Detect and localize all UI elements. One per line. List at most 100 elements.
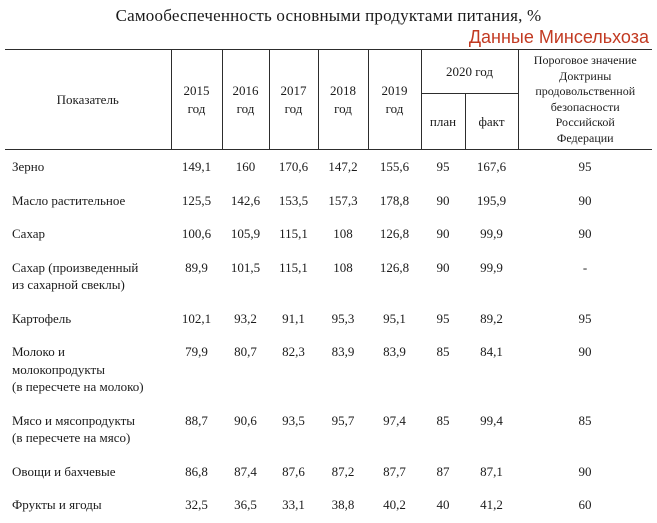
table-cell: 90 bbox=[578, 463, 592, 479]
table-cell: 100,6 bbox=[181, 226, 212, 241]
row-label: Мясо и мясопродукты (в пересчете на мясо… bbox=[12, 412, 135, 446]
table-cell: 99,4 bbox=[480, 412, 503, 428]
table-cell: 195,9 bbox=[476, 192, 507, 208]
table-cell: 93,2 bbox=[234, 310, 257, 326]
row-label: Картофель bbox=[12, 310, 72, 326]
table-row-meat: Мясо и мясопродукты (в пересчете на мясо… bbox=[5, 404, 652, 455]
header-year-2016: 2016 год bbox=[221, 49, 270, 150]
table-cell: 108 bbox=[333, 226, 353, 241]
table-cell: 90 bbox=[436, 192, 450, 208]
table-cell: 41,2 bbox=[480, 497, 503, 512]
header-year-2019: 2019 год bbox=[367, 49, 422, 150]
table-cell: 95,1 bbox=[383, 310, 406, 326]
table-cell: 87,1 bbox=[480, 463, 503, 479]
table-row-beet-sugar: Сахар (произведенный из сахарной свеклы)… bbox=[5, 251, 652, 302]
table-row-vegetables: Овощи и бахчевые 86,8 87,4 87,6 87,2 87,… bbox=[5, 455, 652, 489]
source-note: Данные Минсельхоза bbox=[468, 27, 649, 47]
table-cell: 170,6 bbox=[278, 159, 309, 174]
table-cell: 97,4 bbox=[383, 412, 406, 428]
table-cell: 93,5 bbox=[282, 412, 305, 428]
table-cell: 95,3 bbox=[331, 310, 355, 326]
row-label: Овощи и бахчевые bbox=[12, 463, 116, 479]
header-year-2018: 2018 год bbox=[317, 49, 369, 150]
header-2020-plan: план bbox=[420, 93, 466, 150]
row-label: Сахар bbox=[12, 226, 46, 241]
table-cell: 126,8 bbox=[379, 259, 410, 275]
table-cell: 105,9 bbox=[230, 226, 261, 241]
table-cell: 95 bbox=[578, 159, 592, 174]
table-cell: 85 bbox=[436, 344, 450, 359]
row-label: Масло растительное bbox=[12, 192, 126, 208]
table-cell: 83,9 bbox=[331, 344, 355, 359]
table-cell: 90 bbox=[578, 344, 592, 359]
self-sufficiency-table: Показатель 2015 год 2016 год 2017 год 20… bbox=[5, 49, 652, 522]
table-cell: 90,6 bbox=[234, 412, 257, 428]
table-cell: 125,5 bbox=[181, 192, 212, 208]
row-label: Фрукты и ягоды bbox=[12, 497, 102, 512]
row-label: Молоко и молокопродукты (в пересчете на … bbox=[12, 344, 144, 394]
table-cell: 95 bbox=[436, 159, 450, 174]
table-cell: 88,7 bbox=[185, 412, 208, 428]
table-cell: 95,7 bbox=[331, 412, 355, 428]
table-cell: - bbox=[582, 259, 588, 275]
table-cell: 153,5 bbox=[278, 192, 309, 208]
table-cell: 60 bbox=[578, 497, 592, 512]
table-body: Зерно 149,1 160 170,6 147,2 155,6 95 167… bbox=[5, 150, 652, 522]
table-row-grain: Зерно 149,1 160 170,6 147,2 155,6 95 167… bbox=[5, 150, 652, 184]
table-cell: 79,9 bbox=[185, 344, 208, 359]
table-cell: 115,1 bbox=[279, 226, 308, 241]
table-cell: 36,5 bbox=[234, 497, 257, 512]
table-cell: 99,9 bbox=[480, 226, 503, 241]
table-row-milk: Молоко и молокопродукты (в пересчете на … bbox=[5, 335, 652, 404]
table-cell: 90 bbox=[436, 226, 450, 241]
table-cell: 33,1 bbox=[282, 497, 305, 512]
table-cell: 91,1 bbox=[282, 310, 305, 326]
table-cell: 40,2 bbox=[383, 497, 406, 512]
header-indicator: Показатель bbox=[5, 49, 172, 150]
table-cell: 102,1 bbox=[181, 310, 212, 326]
table-cell: 86,8 bbox=[185, 463, 208, 479]
table-cell: 87 bbox=[436, 463, 450, 479]
self-sufficiency-figure: Самообеспеченность основными продуктами … bbox=[0, 5, 657, 523]
table-cell: 87,6 bbox=[282, 463, 305, 479]
table-cell: 85 bbox=[436, 412, 450, 428]
table-cell: 115,1 bbox=[279, 259, 308, 275]
figure-title: Самообеспеченность основными продуктами … bbox=[115, 6, 542, 25]
table-row-fruits: Фрукты и ягоды 32,5 36,5 33,1 38,8 40,2 … bbox=[5, 488, 652, 522]
table-cell: 149,1 bbox=[181, 159, 212, 174]
table-cell: 108 bbox=[333, 259, 353, 275]
table-cell: 80,7 bbox=[234, 344, 257, 359]
table-cell: 90 bbox=[578, 226, 592, 241]
table-cell: 178,8 bbox=[379, 192, 410, 208]
table-cell: 38,8 bbox=[331, 497, 355, 512]
table-cell: 90 bbox=[436, 259, 450, 275]
table-cell: 157,3 bbox=[328, 192, 358, 208]
table-cell: 87,4 bbox=[234, 463, 257, 479]
row-label: Сахар (произведенный из сахарной свеклы) bbox=[12, 259, 139, 293]
table-cell: 40 bbox=[436, 497, 450, 512]
header-year-2015: 2015 год bbox=[170, 49, 223, 150]
table-cell: 95 bbox=[436, 310, 450, 326]
table-row-potatoes: Картофель 102,1 93,2 91,1 95,3 95,1 95 8… bbox=[5, 302, 652, 336]
table-cell: 90 bbox=[578, 192, 592, 208]
table-cell: 155,6 bbox=[379, 159, 410, 174]
table-cell: 126,8 bbox=[379, 226, 410, 241]
table-cell: 89,2 bbox=[480, 310, 503, 326]
table-cell: 87,2 bbox=[331, 463, 355, 479]
header-year-2017: 2017 год bbox=[268, 49, 319, 150]
table-cell: 160 bbox=[235, 159, 256, 174]
table-cell: 167,6 bbox=[476, 159, 507, 174]
table-row-vegetable-oil: Масло растительное 125,5 142,6 153,5 157… bbox=[5, 184, 652, 218]
table-cell: 89,9 bbox=[185, 259, 208, 275]
header-threshold: Пороговое значение Доктрины продовольств… bbox=[517, 49, 652, 150]
table-cell: 99,9 bbox=[480, 259, 503, 275]
table-cell: 87,7 bbox=[383, 463, 406, 479]
table-cell: 95 bbox=[578, 310, 592, 326]
table-cell: 84,1 bbox=[480, 344, 503, 359]
table-cell: 85 bbox=[578, 412, 592, 428]
header-2020-fact: факт bbox=[464, 93, 519, 150]
row-label: Зерно bbox=[12, 159, 45, 174]
table-row-sugar: Сахар 100,6 105,9 115,1 108 126,8 90 99,… bbox=[5, 217, 652, 251]
header-year-2020-group: 2020 год bbox=[420, 49, 519, 94]
table-cell: 142,6 bbox=[230, 192, 261, 208]
